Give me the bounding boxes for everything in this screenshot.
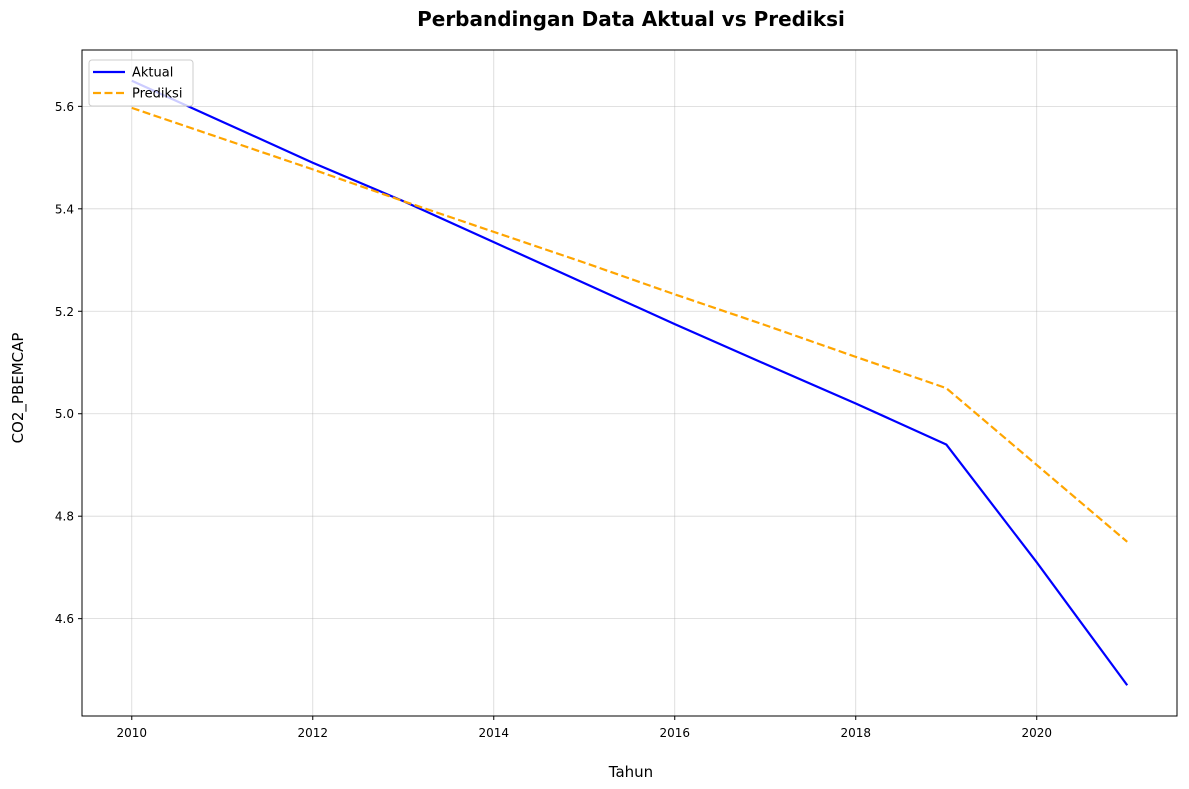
x-axis: 2010 2012 2014 2016 2018 2020: [116, 716, 1052, 740]
y-axis: 4.6 4.8 5.0 5.2 5.4 5.6: [55, 100, 82, 626]
y-tick-label: 4.6: [55, 612, 74, 626]
y-tick-label: 5.0: [55, 407, 74, 421]
series-line-aktual: [131, 79, 1129, 686]
x-tick-label: 2010: [116, 726, 147, 740]
legend-label-aktual: Aktual: [132, 66, 173, 81]
y-tick-label: 5.6: [55, 100, 74, 114]
series-lines: [131, 79, 1129, 686]
legend: Aktual Prediksi: [88, 59, 194, 107]
legend-label-prediksi: Prediksi: [132, 87, 182, 102]
y-axis-label: CO2_PBEMCAP: [9, 333, 28, 444]
x-axis-label: Tahun: [608, 763, 653, 781]
x-tick-label: 2020: [1021, 726, 1052, 740]
chart-title: Perbandingan Data Aktual vs Prediksi: [417, 7, 845, 31]
series-line-prediksi: [131, 106, 1128, 543]
plot-frame: [81, 49, 1178, 717]
grid: [82, 50, 1177, 716]
y-tick-label: 5.2: [55, 305, 74, 319]
x-tick-label: 2012: [297, 726, 328, 740]
y-tick-label: 5.4: [55, 202, 74, 216]
x-tick-label: 2018: [840, 726, 871, 740]
x-tick-label: 2014: [478, 726, 509, 740]
y-tick-label: 4.8: [55, 510, 74, 524]
x-tick-label: 2016: [659, 726, 690, 740]
